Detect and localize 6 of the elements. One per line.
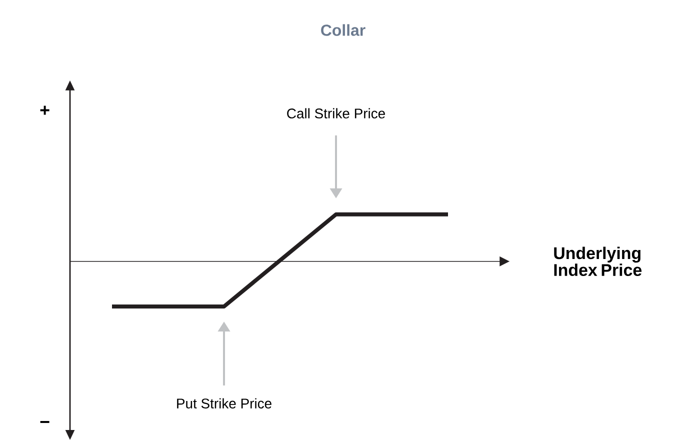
x-axis-title: Underlying Index Price	[554, 246, 642, 276]
text: +	[40, 106, 50, 115]
chart-title: Collar	[321, 24, 366, 36]
text: Call Strike Price	[287, 108, 385, 118]
text: Put Strike Price	[177, 398, 272, 408]
text: −	[40, 421, 50, 423]
